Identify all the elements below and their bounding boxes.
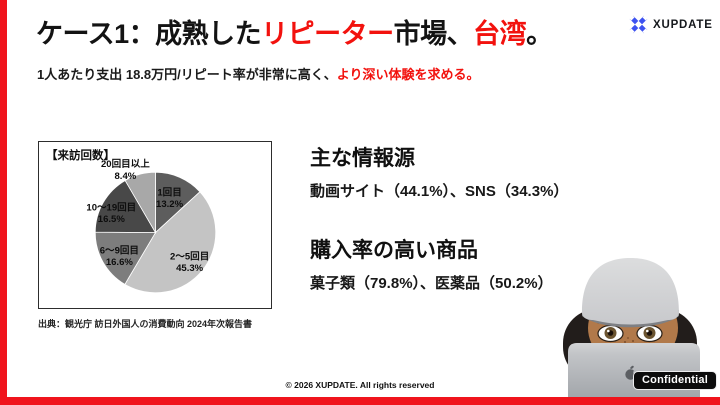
red-left-bar [0, 0, 7, 405]
title-part-red-1: リピーター [261, 19, 394, 49]
pie-label: 20回目以上 8.4% [101, 158, 150, 182]
confidential-badge: Confidential [633, 371, 717, 390]
info-body: 動画サイト（44.1%）、SNS（34.3%） [310, 183, 569, 201]
pie-label: 10〜19回目 16.5% [86, 202, 136, 225]
info-group-sources: 主な情報源 動画サイト（44.1%）、SNS（34.3%） [310, 146, 650, 201]
info-group-products: 購入率の高い商品 菓子類（79.8%）、医薬品（50.2%） [310, 238, 650, 293]
avatar-helmet [582, 258, 679, 328]
subtitle-red: より深い体験を求める。 [336, 67, 480, 82]
info-heading: 購入率の高い商品 [310, 239, 478, 263]
visit-count-chart-box: 1回目 13.2% 2〜5回目 45.3% 6〜9回目 16.6% 10〜19回目 16.5%… [38, 141, 272, 309]
xupdate-x-icon [629, 15, 648, 34]
title-part-black-2: 市場、 [393, 19, 474, 49]
xupdate-logo: XUPDATE [629, 15, 713, 34]
title-part-red-2: 台湾 [473, 19, 527, 49]
xupdate-logo-text: XUPDATE [653, 18, 713, 31]
pie-slice [124, 171, 156, 235]
title-part-black-1: ケース1：成熟した [36, 19, 262, 49]
info-column: 主な情報源 動画サイト（44.1%）、SNS（34.3%） 購入率の高い商品 菓… [310, 146, 650, 330]
pie-slice [94, 231, 157, 285]
pie-label: 6〜9回目 16.6% [100, 246, 139, 269]
subtitle: 1人あたり支出 18.8万円/リピート率が非常に高く、より深い体験を求める。 [37, 64, 480, 83]
subtitle-black: 1人あたり支出 18.8万円/リピート率が非常に高く、 [37, 67, 337, 82]
pie-slice [124, 191, 217, 294]
title-part-black-3: 。 [526, 19, 553, 49]
pie-label: 2〜5回目 45.3% [170, 252, 209, 275]
chart-title: 【来訪回数】 [46, 150, 115, 162]
pie-label: 1回目 13.2% [156, 187, 184, 210]
info-heading: 主な情報源 [310, 147, 415, 170]
info-body: 菓子類（79.8%）、医薬品（50.2%） [310, 275, 553, 293]
copyright-footer: © 2026 XUPDATE. All rights reserved [285, 380, 435, 390]
pie-slice [94, 179, 157, 233]
source-note: 出典：観光庁 訪日外国人の消費動向 2024年次報告書 [38, 319, 253, 329]
page-title: ケース1：成熟したリピーター市場、台湾。 [36, 18, 553, 52]
visit-count-pie-chart: 1回目 13.2% 2〜5回目 45.3% 6〜9回目 16.6% 10〜19回目 16.5%… [86, 158, 217, 294]
red-bottom-bar [0, 397, 720, 405]
